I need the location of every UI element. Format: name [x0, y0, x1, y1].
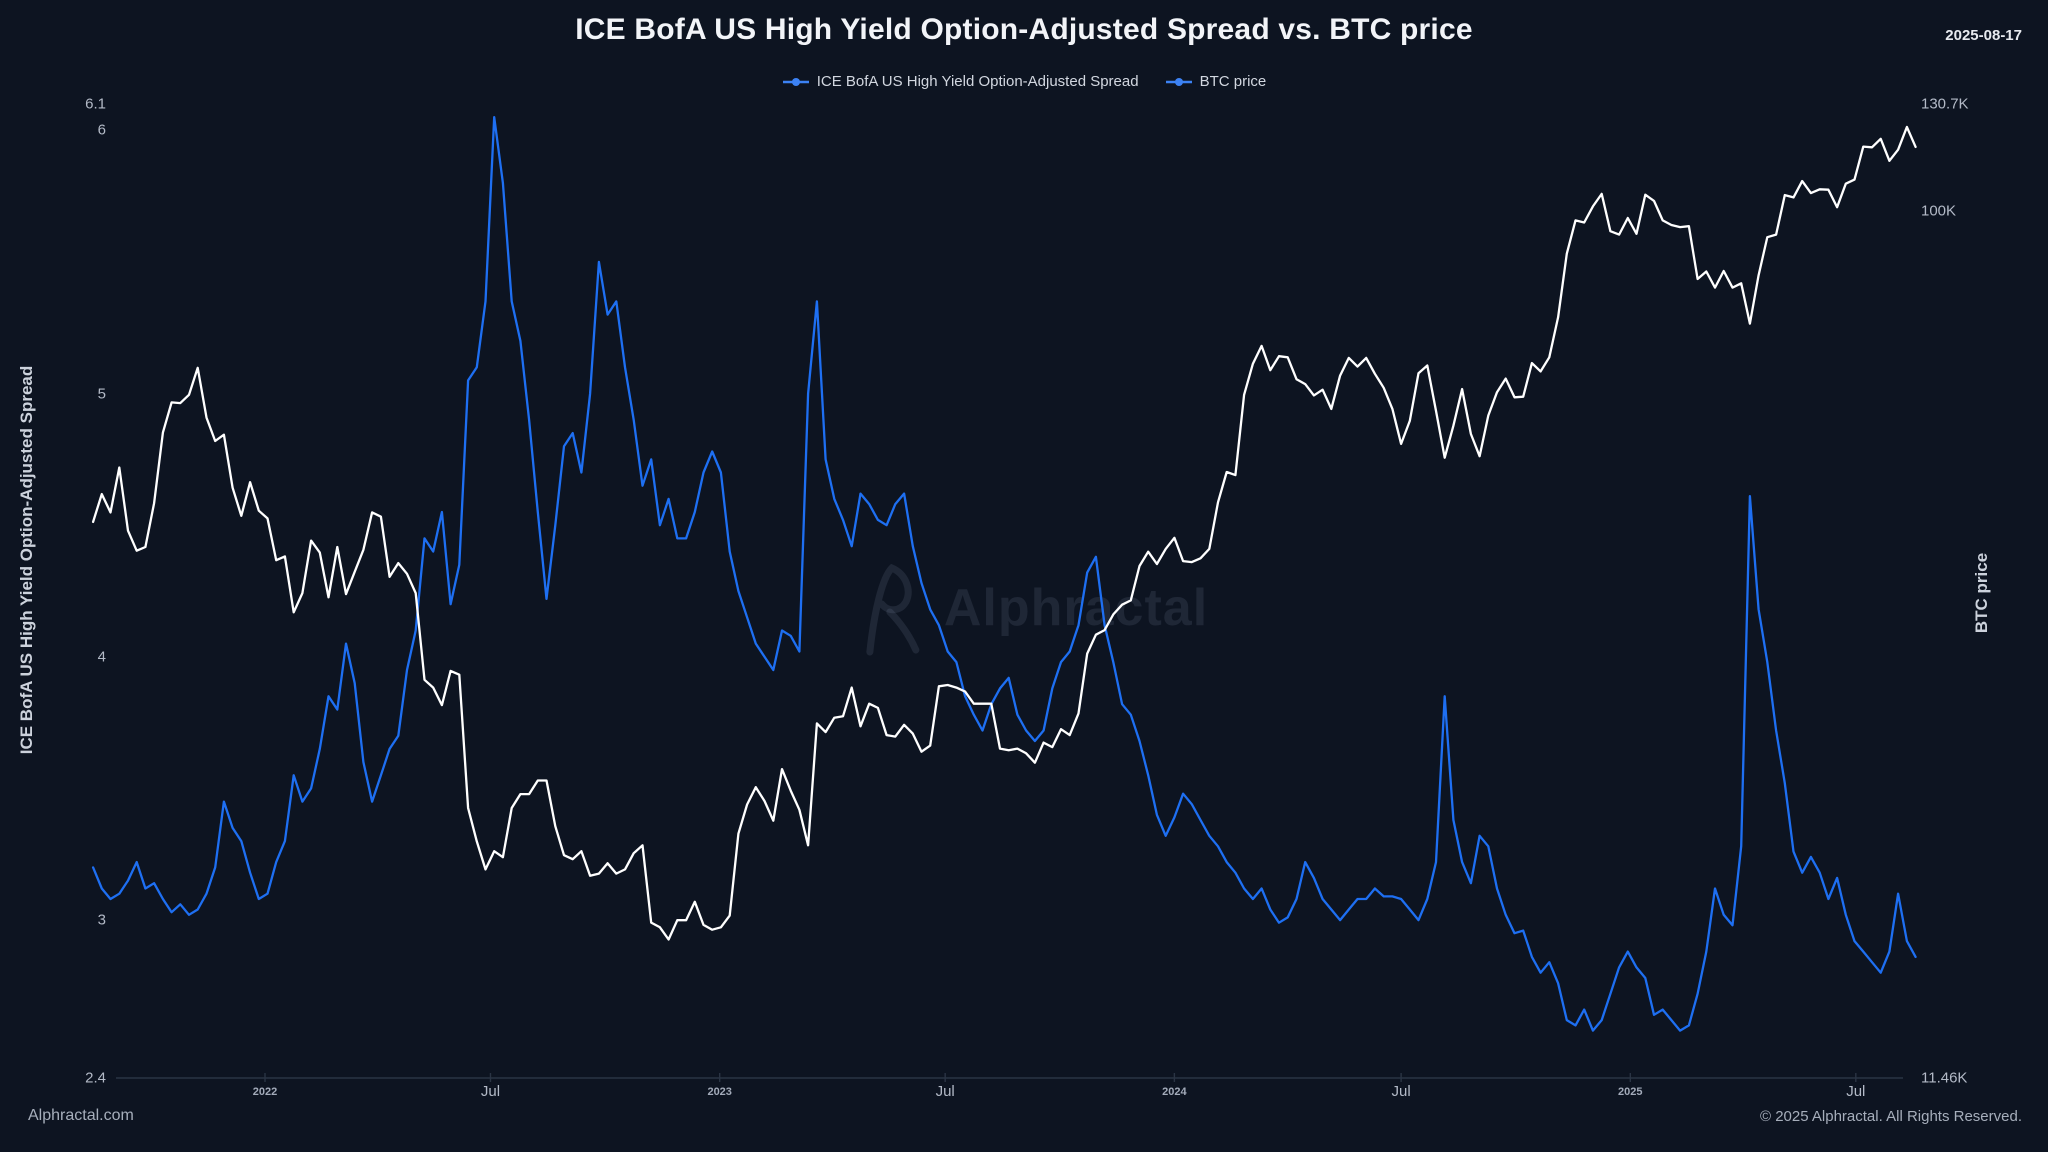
x-axis-label-2025: 2025	[1618, 1086, 1643, 1098]
x-axis-ticks	[264, 1073, 1857, 1082]
x-axis-label-jul: Jul	[935, 1083, 955, 1100]
right-axis-tick-label: 130.7K	[1921, 95, 1969, 113]
legend-item-spread[interactable]: ICE BofA US High Yield Option-Adjusted S…	[782, 73, 1139, 90]
x-axis-label-jul: Jul	[1846, 1083, 1866, 1100]
left-axis-tick-label: 6	[97, 121, 106, 139]
line-marker-icon	[1165, 77, 1192, 86]
left-axis-tick-label: 6.1	[85, 95, 106, 113]
btc-line-series	[91, 125, 1917, 941]
line-marker-icon	[782, 77, 809, 86]
date-label: 2025-08-17	[1945, 27, 2022, 44]
legend-label-btc: BTC price	[1199, 73, 1267, 90]
x-axis-label-jul: Jul	[1391, 1083, 1411, 1100]
spread-line-series	[91, 116, 1917, 1032]
left-axis-tick-label: 2.4	[85, 1069, 106, 1087]
left-axis-tick-label: 4	[97, 648, 106, 666]
left-axis-tick-label: 3	[97, 911, 106, 929]
x-axis-label-2023: 2023	[707, 1086, 732, 1098]
right-axis-tick-label: 100K	[1921, 202, 1957, 220]
x-axis-label-2024: 2024	[1162, 1086, 1187, 1098]
legend-item-btc[interactable]: BTC price	[1165, 73, 1267, 90]
chart-title: ICE BofA US High Yield Option-Adjusted S…	[575, 13, 1473, 46]
footer-copyright: © 2025 Alphractal. All Rights Reserved.	[1759, 1108, 2022, 1125]
footer-site-link[interactable]: Alphractal.com	[28, 1107, 134, 1124]
x-axis-label-jul: Jul	[480, 1083, 501, 1100]
legend-label-spread: ICE BofA US High Yield Option-Adjusted S…	[816, 73, 1139, 90]
x-axis-label-2022: 2022	[252, 1086, 278, 1098]
left-axis-tick-label: 5	[97, 385, 106, 403]
right-axis-tick-label: 11.46K	[1921, 1069, 1968, 1087]
legend: ICE BofA US High Yield Option-Adjusted S…	[0, 73, 2048, 90]
